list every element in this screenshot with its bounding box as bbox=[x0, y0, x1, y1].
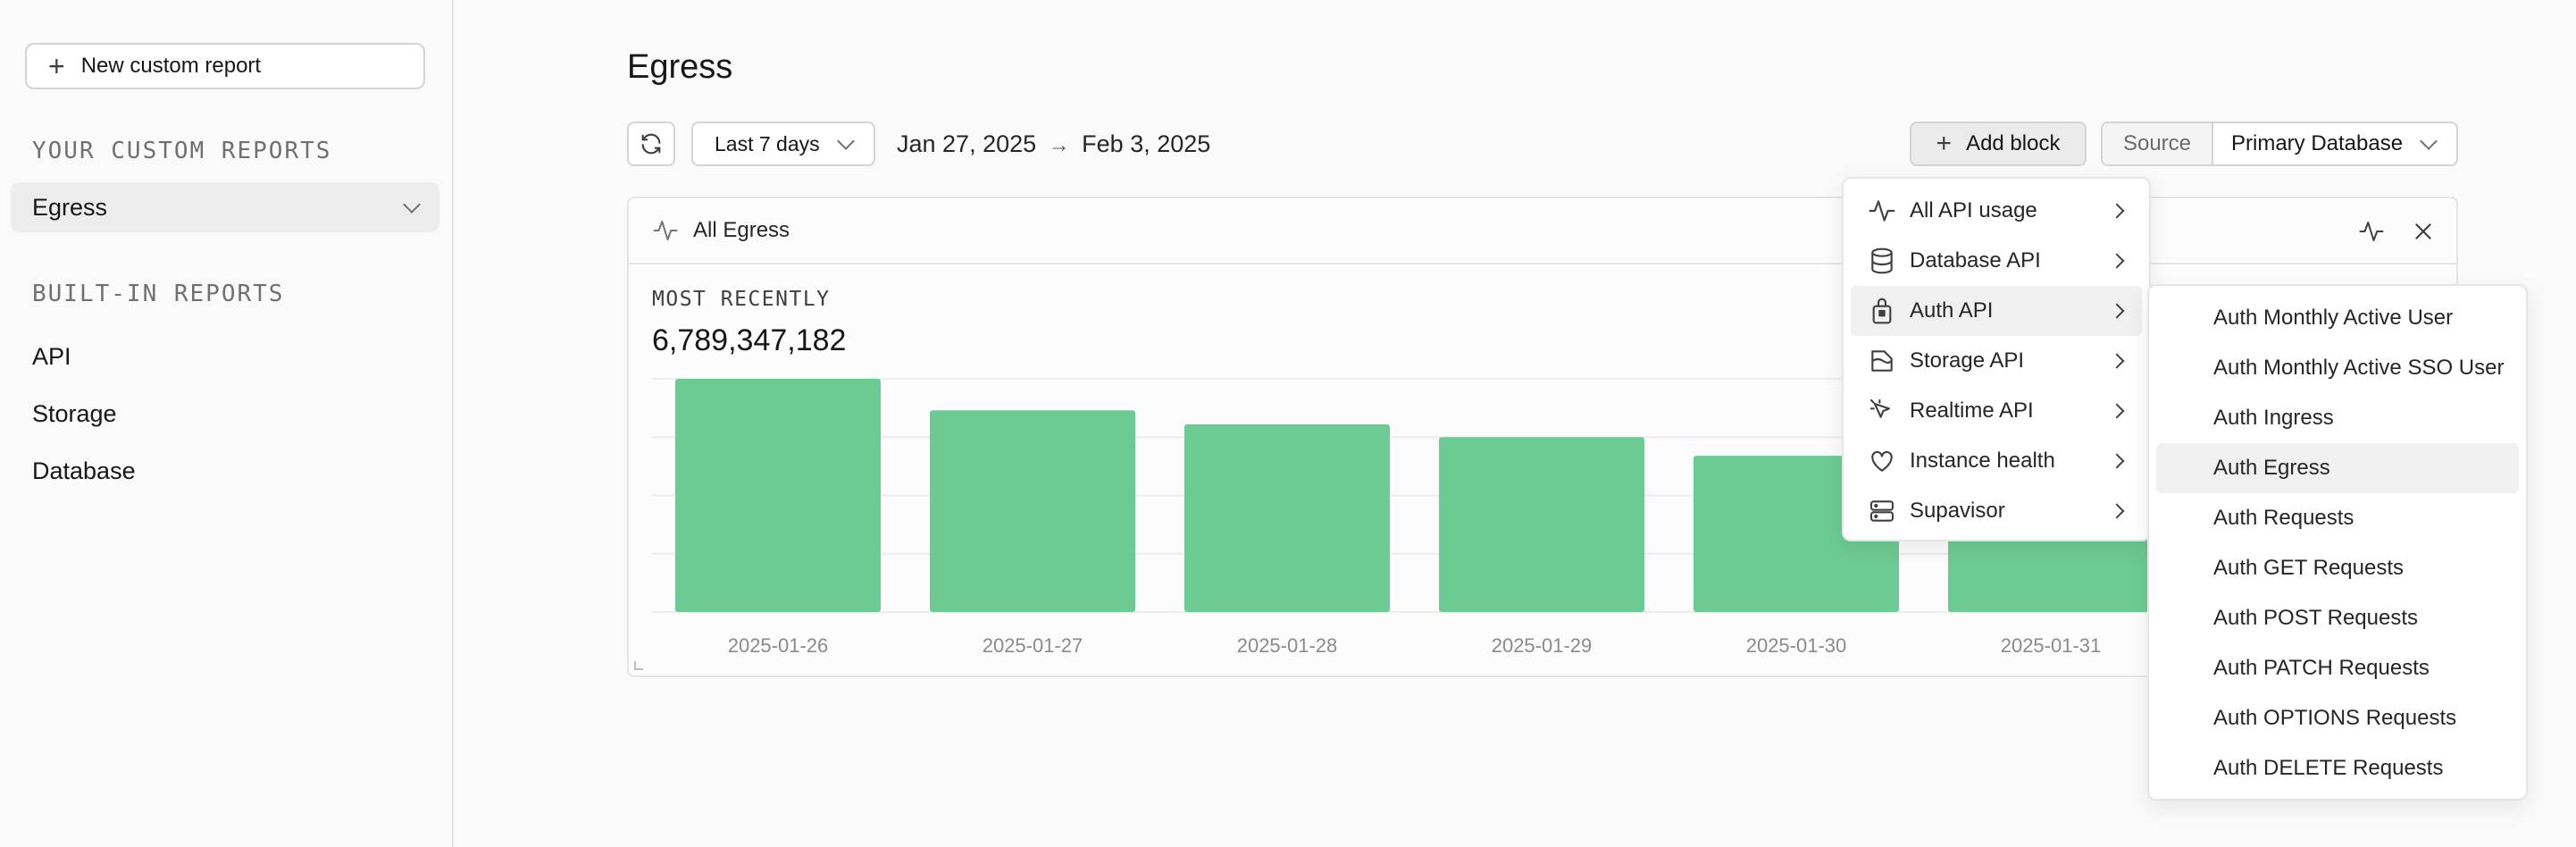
menu-item-realtime-api[interactable]: Realtime API bbox=[1851, 386, 2142, 436]
menu-item-label: Instance health bbox=[1910, 449, 2055, 473]
plus-icon: + bbox=[48, 50, 65, 82]
refresh-icon bbox=[641, 133, 661, 155]
chart-bar[interactable] bbox=[930, 410, 1135, 612]
date-range-select[interactable]: Last 7 days bbox=[691, 122, 875, 166]
auth-api-submenu: Auth Monthly Active User Auth Monthly Act… bbox=[2147, 284, 2528, 801]
chart-bar[interactable] bbox=[675, 379, 881, 612]
card-actions bbox=[2358, 218, 2435, 245]
submenu-item-auth-options-requests[interactable]: Auth OPTIONS Requests bbox=[2213, 706, 2457, 730]
stat-value: 6,789,347,182 bbox=[652, 323, 847, 357]
menu-item-label: Supavisor bbox=[1910, 499, 2005, 523]
submenu-item-auth-requests[interactable]: Auth Requests bbox=[2213, 506, 2354, 530]
x-tick-label: 2025-01-27 bbox=[983, 634, 1083, 657]
chevron-down-icon[interactable] bbox=[403, 196, 421, 214]
custom-reports-heading: YOUR CUSTOM REPORTS bbox=[32, 138, 332, 164]
menu-item-label: Database API bbox=[1910, 248, 2041, 273]
x-tick-label: 2025-01-29 bbox=[1492, 634, 1593, 657]
date-end: Feb 3, 2025 bbox=[1082, 130, 1211, 157]
file-icon bbox=[1867, 346, 1897, 376]
menu-item-database-api[interactable]: Database API bbox=[1851, 236, 2142, 286]
resize-handle[interactable] bbox=[634, 661, 643, 670]
x-tick-label: 2025-01-30 bbox=[1746, 634, 1847, 657]
submenu-item-auth-egress[interactable]: Auth Egress bbox=[2156, 443, 2519, 493]
sidebar-item-storage[interactable]: Storage bbox=[32, 400, 117, 427]
sidebar-item-api[interactable]: API bbox=[32, 343, 71, 370]
submenu-item-auth-post-requests[interactable]: Auth POST Requests bbox=[2213, 606, 2419, 630]
sidebar-item-egress[interactable]: Egress bbox=[11, 182, 439, 232]
menu-item-all-api-usage[interactable]: All API usage bbox=[1851, 186, 2142, 236]
x-tick-label: 2025-01-28 bbox=[1237, 634, 1338, 657]
activity-icon[interactable] bbox=[2358, 218, 2385, 245]
menu-item-label: All API usage bbox=[1910, 198, 2037, 222]
add-block-label: Add block bbox=[1966, 131, 2061, 155]
menu-item-storage-api[interactable]: Storage API bbox=[1851, 336, 2142, 386]
card-header: All Egress bbox=[629, 198, 2456, 264]
x-tick-label: 2025-01-31 bbox=[2001, 634, 2102, 657]
submenu-item-auth-patch-requests[interactable]: Auth PATCH Requests bbox=[2213, 656, 2430, 680]
x-tick-label: 2025-01-26 bbox=[728, 634, 829, 657]
activity-icon bbox=[1867, 196, 1897, 226]
submenu-item-auth-delete-requests[interactable]: Auth DELETE Requests bbox=[2213, 756, 2444, 780]
chart-bar[interactable] bbox=[1184, 424, 1390, 612]
chevron-right-icon bbox=[2109, 353, 2125, 369]
card-title: All Egress bbox=[693, 218, 790, 242]
chevron-down-icon bbox=[2420, 132, 2438, 150]
date-range-select-label: Last 7 days bbox=[715, 131, 820, 155]
submenu-item-auth-get-requests[interactable]: Auth GET Requests bbox=[2213, 556, 2404, 580]
menu-item-label: Storage API bbox=[1910, 348, 2025, 373]
new-custom-report-label: New custom report bbox=[80, 54, 262, 78]
arrow-right-icon: → bbox=[1048, 133, 1070, 157]
sidebar: + New custom report YOUR CUSTOM REPORTS … bbox=[0, 0, 454, 847]
chart-bar[interactable] bbox=[1439, 437, 1644, 612]
menu-item-supavisor[interactable]: Supavisor bbox=[1851, 486, 2142, 536]
chevron-down-icon bbox=[837, 132, 855, 150]
lock-icon bbox=[1867, 296, 1897, 326]
date-start: Jan 27, 2025 bbox=[897, 130, 1037, 157]
sidebar-item-label: Egress bbox=[32, 193, 108, 221]
source-label: Source bbox=[2103, 123, 2213, 164]
plus-icon: + bbox=[1936, 129, 1953, 158]
cursor-icon bbox=[1867, 396, 1897, 426]
submenu-item-auth-monthly-active-sso-user[interactable]: Auth Monthly Active SSO User bbox=[2213, 356, 2505, 380]
close-icon[interactable] bbox=[2412, 220, 2435, 243]
new-custom-report-button[interactable]: + New custom report bbox=[25, 43, 425, 89]
page-title: Egress bbox=[627, 48, 733, 86]
submenu-item-auth-monthly-active-user[interactable]: Auth Monthly Active User bbox=[2213, 306, 2454, 330]
sidebar-item-database[interactable]: Database bbox=[32, 457, 136, 484]
source-select[interactable]: Source Primary Database bbox=[2101, 122, 2458, 166]
menu-item-auth-api[interactable]: Auth API bbox=[1851, 286, 2142, 336]
source-value: Primary Database bbox=[2231, 131, 2404, 155]
heart-icon bbox=[1867, 446, 1897, 476]
chevron-right-icon bbox=[2109, 403, 2125, 419]
menu-item-label: Auth API bbox=[1910, 298, 1994, 323]
chevron-right-icon bbox=[2109, 303, 2125, 319]
menu-item-label: Realtime API bbox=[1910, 398, 2034, 423]
database-icon bbox=[1867, 246, 1897, 276]
date-range-display[interactable]: Jan 27, 2025 → Feb 3, 2025 bbox=[897, 130, 1210, 158]
add-block-menu: All API usage Database API Auth API Storage… bbox=[1842, 177, 2151, 541]
chevron-right-icon bbox=[2109, 253, 2125, 269]
activity-icon bbox=[653, 221, 678, 240]
submenu-item-auth-ingress[interactable]: Auth Ingress bbox=[2213, 406, 2334, 430]
builtin-reports-heading: BUILT-IN REPORTS bbox=[32, 281, 285, 307]
add-block-button[interactable]: + Add block bbox=[1910, 122, 2087, 166]
source-value-select[interactable]: Primary Database bbox=[2213, 123, 2456, 164]
server-icon bbox=[1867, 496, 1897, 526]
chevron-right-icon bbox=[2109, 203, 2125, 219]
chevron-right-icon bbox=[2109, 503, 2125, 519]
refresh-button[interactable] bbox=[627, 122, 675, 166]
chevron-right-icon bbox=[2109, 453, 2125, 469]
menu-item-instance-health[interactable]: Instance health bbox=[1851, 436, 2142, 486]
stat-label: MOST RECENTLY bbox=[652, 288, 831, 311]
